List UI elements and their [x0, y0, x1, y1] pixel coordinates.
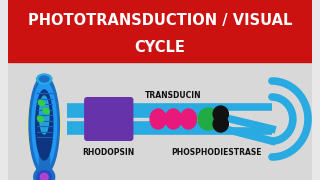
Text: PHOTOTRANSDUCTION / VISUAL: PHOTOTRANSDUCTION / VISUAL	[28, 12, 292, 28]
Ellipse shape	[150, 109, 166, 129]
Ellipse shape	[36, 90, 53, 160]
Polygon shape	[272, 81, 308, 157]
Bar	[207, 110, 272, 128]
Ellipse shape	[39, 96, 49, 134]
Ellipse shape	[27, 86, 61, 164]
Text: TRANSDUCIN: TRANSDUCIN	[145, 91, 202, 100]
Text: CYCLE: CYCLE	[135, 39, 185, 55]
FancyBboxPatch shape	[84, 97, 133, 141]
Ellipse shape	[38, 100, 44, 106]
Ellipse shape	[39, 76, 49, 82]
Polygon shape	[207, 97, 293, 141]
Text: RHODOPSIN: RHODOPSIN	[83, 148, 135, 157]
Ellipse shape	[30, 93, 59, 158]
Bar	[8, 0, 312, 62]
Text: PHOSPHODIESTRASE: PHOSPHODIESTRASE	[172, 148, 262, 157]
Ellipse shape	[165, 109, 181, 129]
Ellipse shape	[40, 174, 48, 180]
Ellipse shape	[43, 108, 49, 114]
Ellipse shape	[37, 74, 52, 84]
Ellipse shape	[180, 109, 196, 129]
Circle shape	[198, 108, 219, 130]
Ellipse shape	[34, 167, 55, 180]
Ellipse shape	[29, 75, 60, 175]
Bar	[67, 110, 207, 128]
Bar	[39, 155, 49, 173]
Circle shape	[213, 116, 228, 132]
Ellipse shape	[32, 96, 57, 154]
Ellipse shape	[37, 116, 44, 122]
Ellipse shape	[32, 81, 57, 169]
Ellipse shape	[37, 170, 51, 180]
Circle shape	[213, 106, 228, 122]
Bar	[8, 62, 312, 180]
